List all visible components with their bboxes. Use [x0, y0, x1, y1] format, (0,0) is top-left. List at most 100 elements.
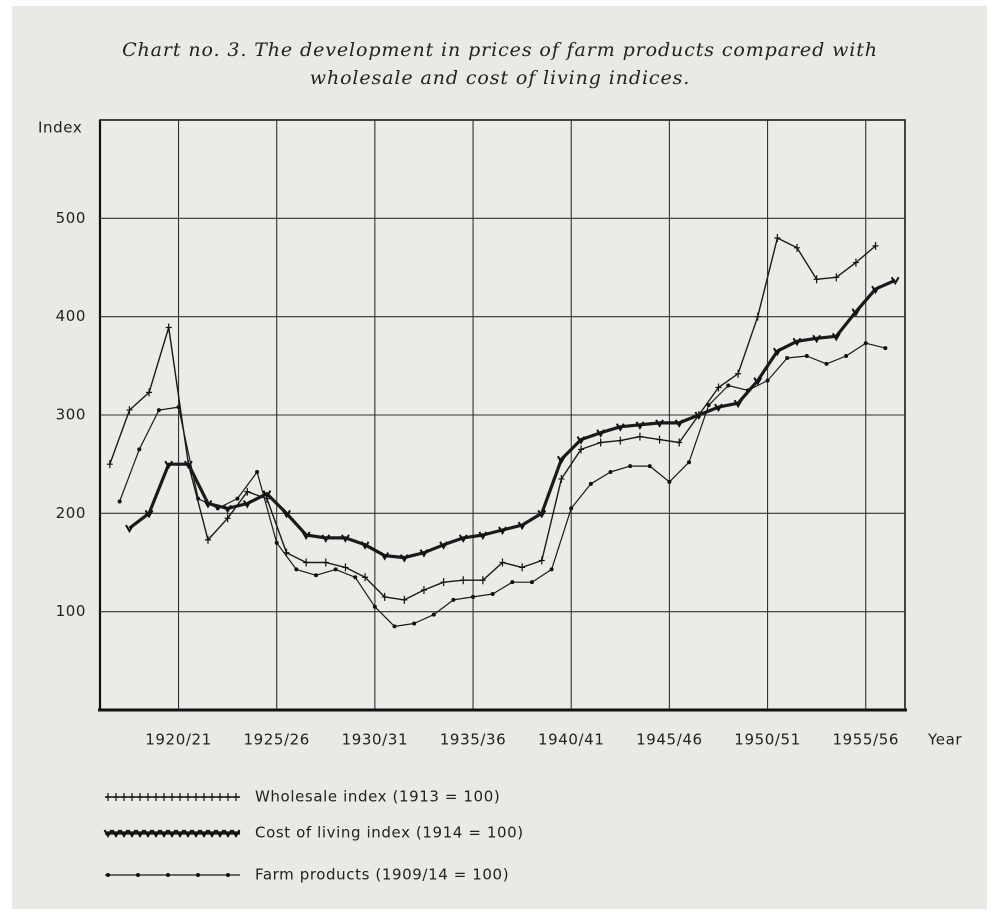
marker	[615, 423, 625, 432]
x-tick-label: 1930/31	[342, 731, 409, 749]
marker	[440, 578, 447, 587]
marker	[883, 346, 888, 351]
marker	[794, 243, 801, 252]
marker	[617, 436, 624, 445]
marker	[458, 534, 468, 543]
marker	[578, 445, 585, 454]
y-tick-label: 100	[56, 602, 86, 620]
legend-marker	[231, 829, 241, 838]
x-tick-label: 1945/46	[636, 731, 703, 749]
marker	[655, 419, 664, 428]
legend-marker	[223, 829, 233, 838]
marker	[125, 524, 134, 534]
x-axis-label: Year	[927, 731, 962, 749]
marker	[636, 432, 643, 441]
marker	[597, 438, 604, 447]
marker	[341, 534, 350, 543]
marker	[431, 612, 436, 617]
x-tick-label: 1935/36	[440, 731, 507, 749]
marker	[156, 408, 161, 413]
marker	[706, 403, 711, 408]
marker	[204, 535, 211, 544]
legend-marker	[106, 873, 110, 877]
marker	[360, 541, 370, 550]
marker	[144, 509, 154, 519]
marker	[844, 354, 849, 358]
legend-marker	[129, 793, 135, 801]
marker	[392, 624, 397, 629]
legend-marker	[177, 793, 183, 801]
marker	[557, 455, 566, 465]
marker	[479, 576, 486, 585]
y-tick-label: 400	[56, 307, 86, 325]
legend-marker	[103, 829, 113, 838]
marker	[255, 470, 260, 475]
legend-marker	[151, 829, 161, 838]
marker	[863, 341, 868, 346]
marker	[420, 586, 427, 595]
marker	[804, 354, 809, 358]
marker	[538, 556, 545, 565]
marker	[399, 554, 409, 563]
marker	[490, 591, 495, 596]
marker	[215, 506, 220, 511]
marker	[569, 506, 574, 511]
marker	[164, 460, 174, 470]
legend-marker	[209, 793, 215, 801]
legend-marker	[167, 829, 177, 838]
legend-marker	[166, 873, 170, 877]
legend-marker	[199, 829, 209, 838]
marker	[333, 567, 338, 572]
legend-marker	[191, 829, 201, 838]
y-tick-label: 200	[56, 504, 86, 522]
legend-label: Wholesale index (1913 = 100)	[255, 788, 500, 806]
legend-marker	[121, 793, 127, 801]
marker	[890, 276, 900, 286]
legend-marker	[226, 873, 230, 877]
marker	[294, 567, 299, 572]
marker	[852, 258, 859, 267]
marker	[765, 378, 770, 383]
marker	[262, 490, 272, 499]
marker	[353, 575, 358, 580]
y-tick-label: 300	[56, 406, 86, 424]
marker	[362, 573, 369, 582]
legend-marker	[217, 793, 223, 801]
marker	[282, 509, 291, 519]
marker	[412, 621, 417, 626]
marker	[451, 597, 456, 602]
marker	[812, 334, 822, 344]
legend-marker	[119, 829, 129, 838]
legend-marker	[233, 793, 239, 801]
marker	[558, 474, 565, 483]
marker	[196, 496, 201, 501]
legend-marker	[201, 793, 207, 801]
marker	[510, 580, 515, 585]
marker	[126, 406, 133, 415]
marker	[833, 273, 840, 282]
legend-marker	[193, 793, 199, 801]
legend-marker	[105, 793, 111, 801]
marker	[313, 573, 318, 578]
marker	[549, 567, 554, 572]
x-tick-label: 1940/41	[538, 731, 605, 749]
legend-marker	[143, 829, 153, 838]
marker	[274, 540, 279, 545]
legend-marker	[159, 829, 169, 838]
marker	[342, 563, 349, 572]
marker	[753, 377, 763, 386]
legend-marker	[145, 793, 151, 801]
marker	[785, 355, 790, 360]
marker	[588, 481, 593, 486]
marker	[223, 504, 232, 514]
marker	[380, 552, 390, 561]
marker	[715, 383, 722, 392]
marker	[460, 576, 467, 585]
marker	[517, 521, 527, 531]
marker	[726, 383, 731, 388]
marker	[576, 436, 586, 445]
marker	[792, 337, 802, 347]
marker	[851, 308, 861, 317]
